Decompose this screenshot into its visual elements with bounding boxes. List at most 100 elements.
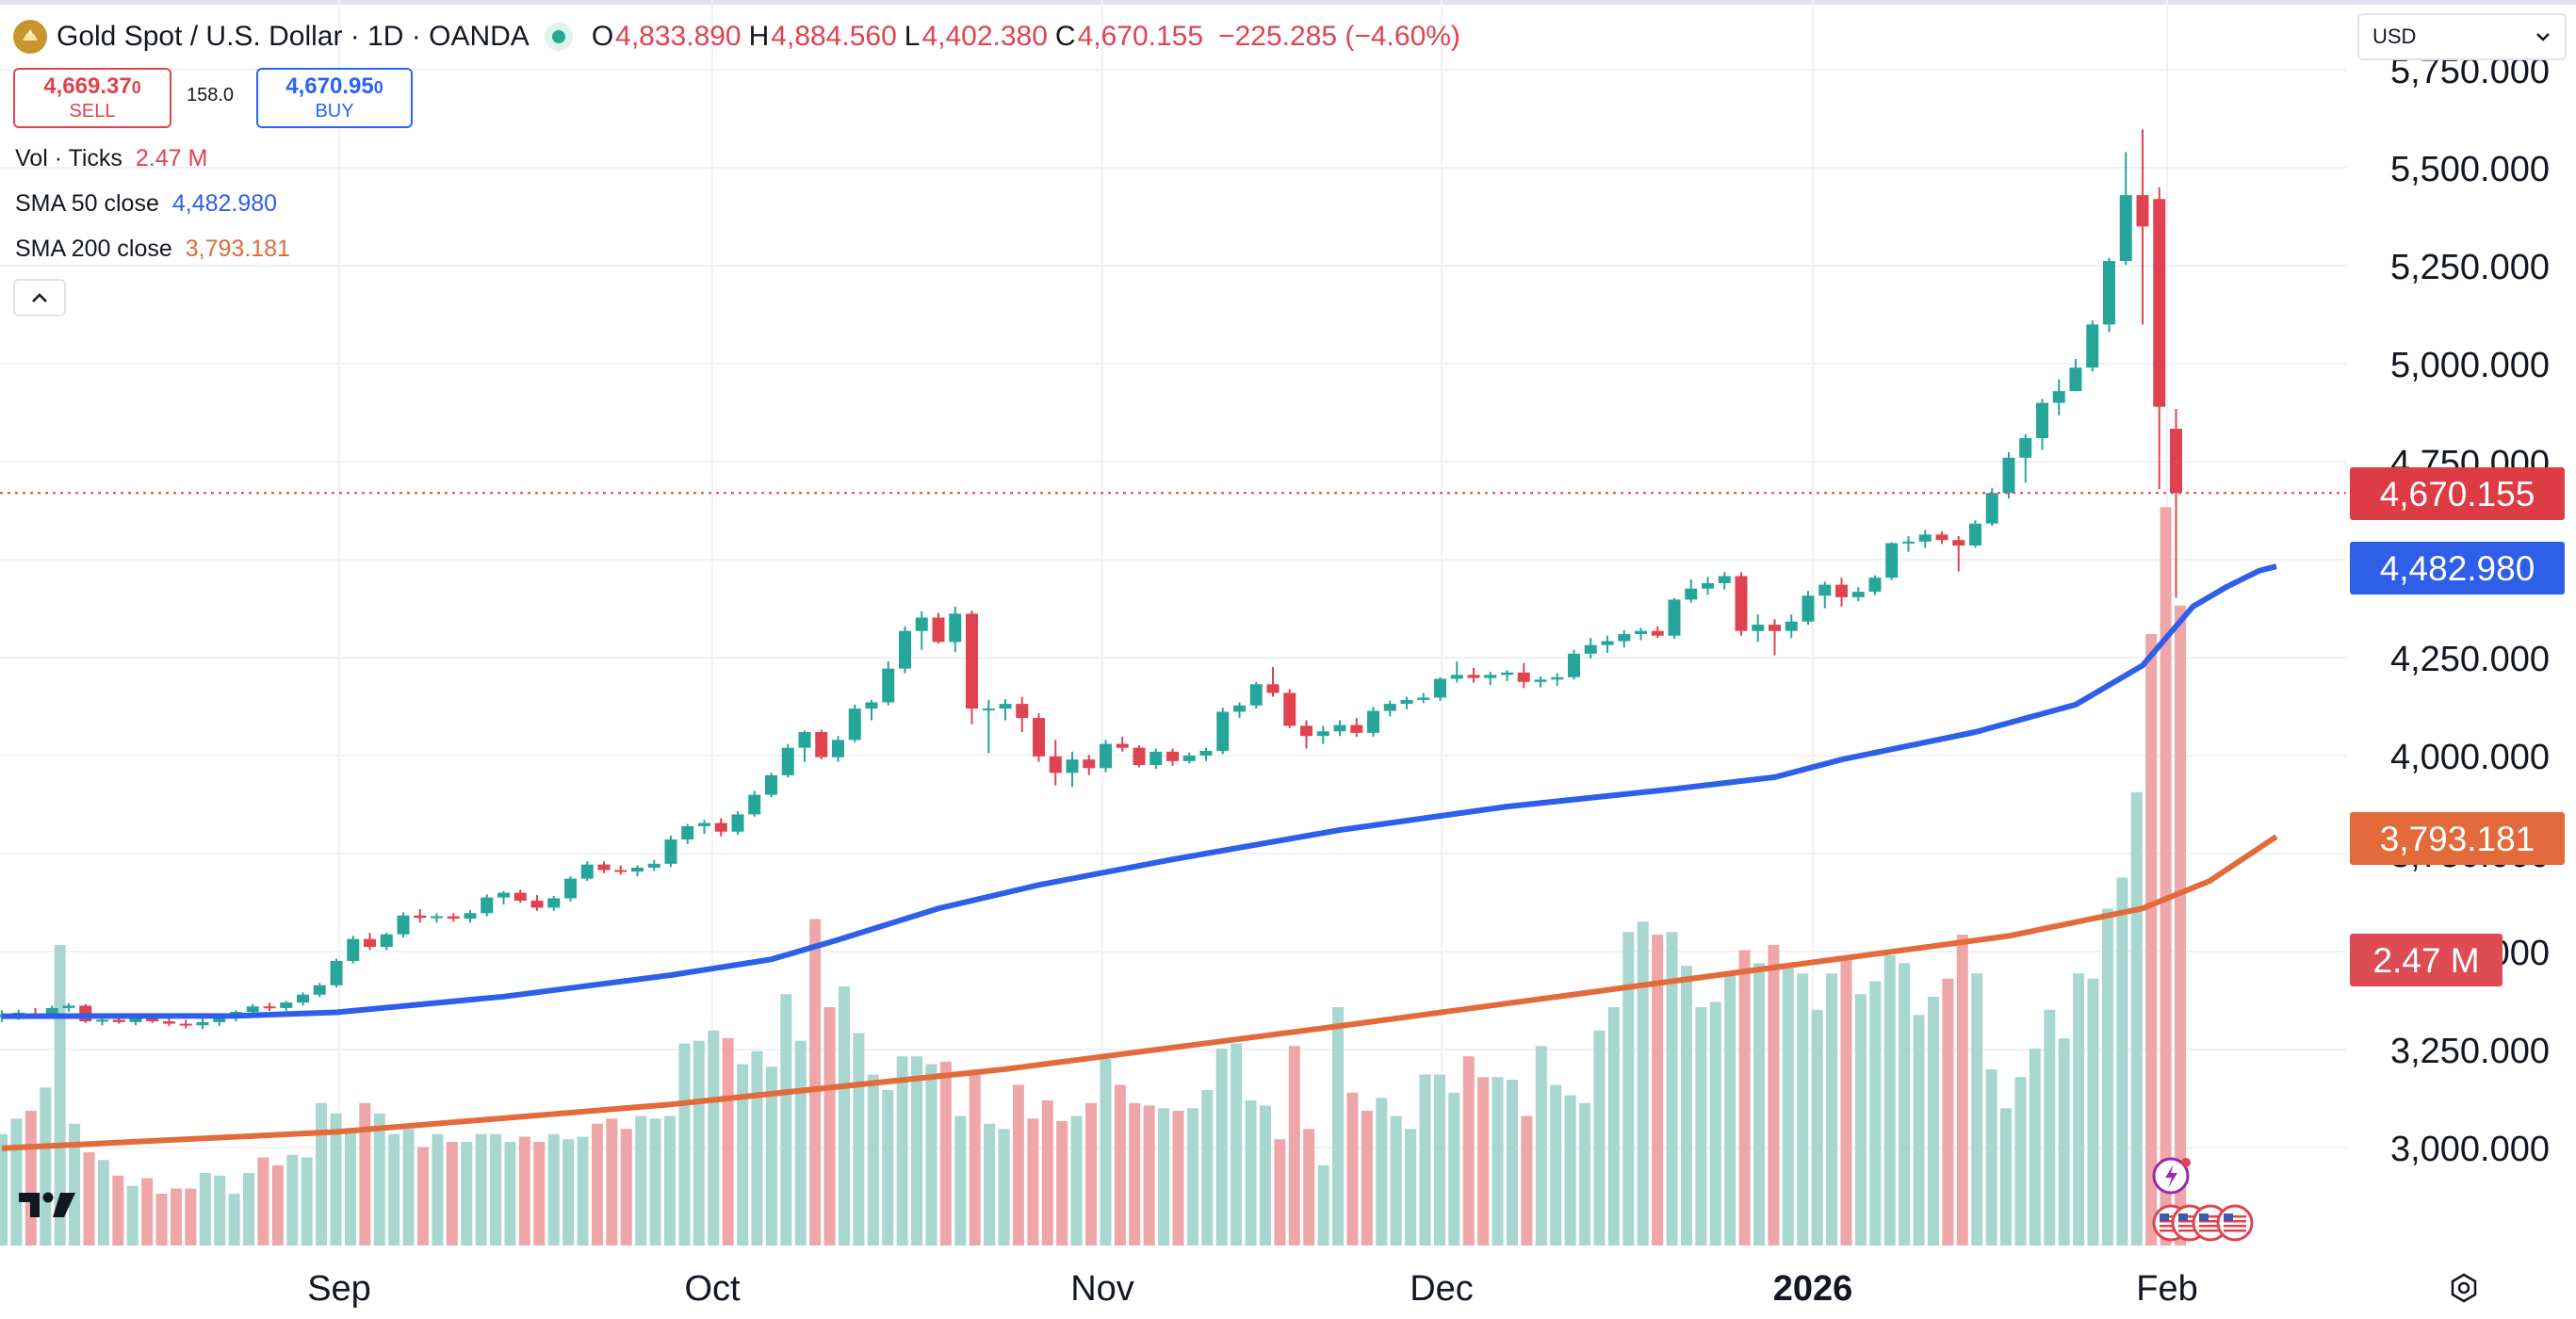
volume-bar xyxy=(998,1129,1010,1246)
candle-body xyxy=(664,839,677,864)
volume-bar xyxy=(1477,1077,1490,1246)
candle-body xyxy=(631,867,644,872)
volume-badge: 2.47 M xyxy=(2372,941,2479,980)
flag-stripe xyxy=(2160,1229,2182,1232)
candle-body xyxy=(748,794,761,815)
volume-bar xyxy=(518,1136,530,1246)
collapse-legend-button[interactable] xyxy=(13,279,66,317)
sma50-badge: 4,482.980 xyxy=(2380,549,2535,588)
volume-bar xyxy=(344,1129,356,1246)
flag-stripe xyxy=(2178,1229,2201,1232)
volume-bar xyxy=(1158,1108,1170,1246)
chevron-up-icon xyxy=(32,293,47,302)
volume-bar xyxy=(547,1133,560,1246)
candle-body xyxy=(1182,756,1196,761)
flag-stripe xyxy=(2199,1220,2222,1223)
candle-body xyxy=(1551,676,1564,680)
candle-body xyxy=(481,897,494,914)
candle-body xyxy=(899,630,911,669)
candle-body xyxy=(1233,705,1246,712)
candle-body xyxy=(882,668,895,703)
candle-body xyxy=(464,913,477,920)
volume-bar xyxy=(388,1133,400,1246)
volume-bar xyxy=(1913,1015,1925,1246)
sma50-legend[interactable]: SMA 50 close 4,482.980 xyxy=(15,190,277,218)
volume-bar xyxy=(635,1115,647,1246)
candle-body xyxy=(1016,704,1029,719)
volume-bar xyxy=(504,1142,516,1246)
candle-body xyxy=(614,870,628,872)
candle-body xyxy=(1868,578,1882,593)
candle-body xyxy=(1918,534,1932,542)
candle-body xyxy=(1534,679,1547,682)
volume-bar xyxy=(1085,1102,1097,1246)
volume-bar xyxy=(1985,1069,1997,1246)
candle-body xyxy=(112,1019,125,1022)
flag-stripe xyxy=(2199,1215,2222,1218)
candle-body xyxy=(647,863,660,868)
volume-bar xyxy=(838,986,850,1246)
price-axis[interactable]: 3,000.0003,250.0003,500.0003,750.0004,00… xyxy=(2390,52,2550,1169)
price-tick-label: 5,500.000 xyxy=(2390,150,2550,189)
candle-body xyxy=(163,1021,175,1024)
time-axis[interactable]: Sep Oct Nov Dec 2026 Feb xyxy=(307,1269,2198,1309)
settings-icon[interactable] xyxy=(2448,1272,2480,1309)
candle-body xyxy=(196,1021,209,1026)
candle-body xyxy=(263,1006,276,1009)
candle-body xyxy=(865,702,878,709)
price-tick-label: 4,000.000 xyxy=(2390,738,2550,777)
flag-stripe xyxy=(2178,1225,2201,1228)
volume-bar xyxy=(1521,1115,1533,1246)
volume-bar xyxy=(228,1194,240,1246)
sell-button[interactable]: 4,669.370 SELL xyxy=(13,68,171,128)
candle-body xyxy=(915,617,928,631)
symbol-title[interactable]: Gold Spot / U.S. Dollar · 1D · OANDA xyxy=(57,21,530,52)
volume-bar xyxy=(649,1118,661,1246)
high-label: H xyxy=(748,21,770,52)
volume-bar xyxy=(722,1038,734,1246)
candle-body xyxy=(1969,523,1981,546)
price-tick-label: 5,000.000 xyxy=(2390,346,2550,385)
candle-body xyxy=(1952,540,1965,546)
volume-bar xyxy=(809,919,822,1246)
volume-bar xyxy=(1201,1090,1214,1246)
currency-select[interactable]: USD xyxy=(2357,13,2567,60)
top-border xyxy=(0,0,2576,5)
volume-bar xyxy=(765,1067,777,1246)
market-status-icon[interactable] xyxy=(551,30,565,43)
volume-bar xyxy=(1840,957,1852,1246)
change-value: −225.285 (−4.60%) xyxy=(1218,21,1460,52)
sma200-legend[interactable]: SMA 200 close 3,793.181 xyxy=(15,236,290,263)
candle-body xyxy=(2170,429,2182,494)
volume-bar xyxy=(1971,973,1983,1246)
volume-bar xyxy=(1172,1111,1184,1246)
time-tick-label: Oct xyxy=(684,1269,741,1309)
volume-bar xyxy=(1317,1164,1329,1246)
volume-bar xyxy=(1114,1084,1126,1246)
volume-bar xyxy=(1129,1102,1141,1246)
volume-bar xyxy=(185,1188,197,1246)
us-flag-icon xyxy=(2216,1204,2254,1242)
tradingview-logo-icon[interactable] xyxy=(19,1189,79,1226)
candle-body xyxy=(1367,710,1379,733)
volume-bar xyxy=(1361,1111,1373,1246)
vol-legend[interactable]: Vol · Ticks 2.47 M xyxy=(15,145,207,172)
sma200-badge: 3,793.181 xyxy=(2380,820,2535,858)
volume-bar xyxy=(1231,1043,1243,1246)
candle-body xyxy=(1116,743,1129,748)
candle-body xyxy=(547,898,561,908)
time-tick-label: Sep xyxy=(307,1269,371,1309)
candle-body xyxy=(380,934,393,948)
volume-bar xyxy=(708,1030,720,1246)
candle-body xyxy=(96,1019,108,1022)
flag-stripe xyxy=(2224,1229,2246,1232)
volume-bar xyxy=(1883,955,1896,1246)
event-markers[interactable] xyxy=(2152,1157,2254,1242)
buy-button[interactable]: 4,670.950 BUY xyxy=(256,68,413,128)
candle-body xyxy=(1249,684,1263,706)
volume-bar xyxy=(301,1157,313,1246)
candle-body xyxy=(2119,195,2132,262)
volume-bar xyxy=(461,1142,473,1246)
volume-bar xyxy=(751,1050,763,1246)
